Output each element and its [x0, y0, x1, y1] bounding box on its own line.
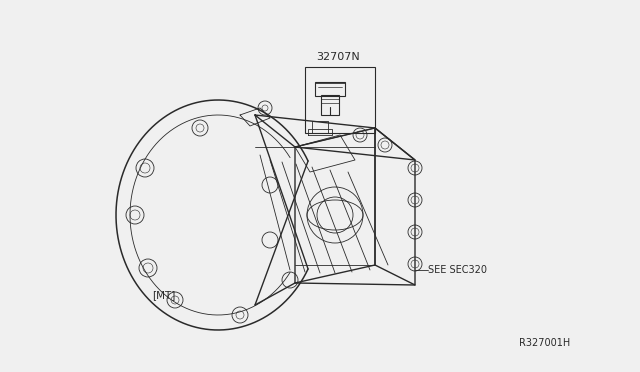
- Text: [MT]: [MT]: [152, 290, 175, 300]
- Text: R327001H: R327001H: [519, 338, 570, 348]
- Text: 32707N: 32707N: [316, 52, 360, 62]
- Bar: [305, 67, 375, 133]
- Text: SEE SEC320: SEE SEC320: [428, 265, 487, 275]
- Bar: [315, 82, 345, 96]
- Bar: [321, 95, 339, 115]
